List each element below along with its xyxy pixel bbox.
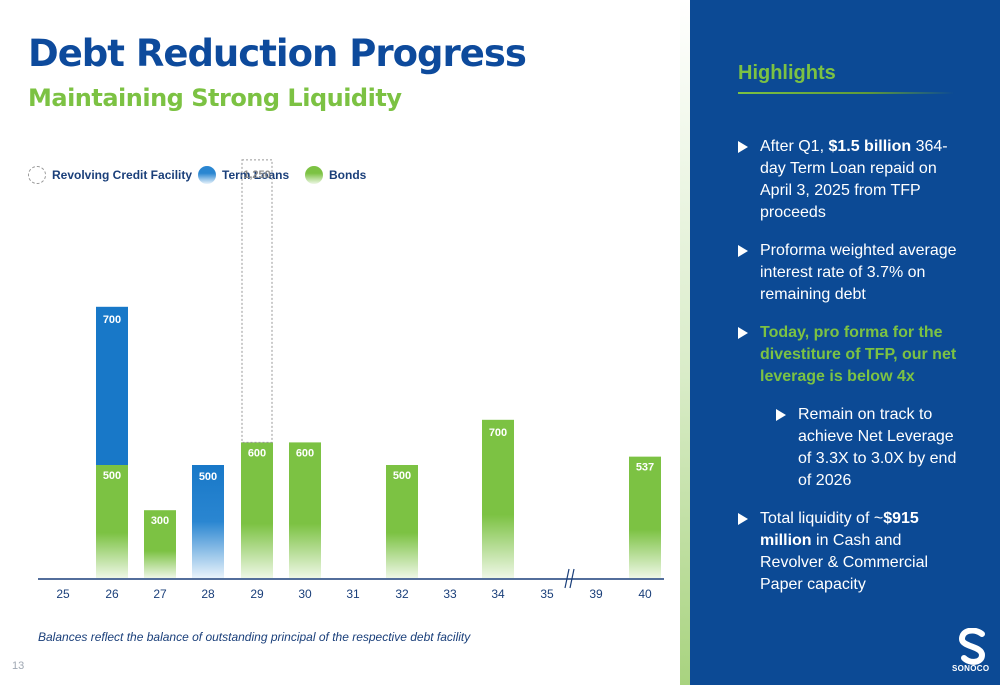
bar-bonds [241,442,273,578]
bar-term-loans [96,306,128,465]
highlight-leverage-target: Remain on track to achieve Net Leverage … [776,404,968,492]
legend-item-revolving: Revolving Credit Facility [28,166,192,184]
axis-break-icon [564,568,575,589]
page-number: 13 [12,660,25,672]
bar-bonds [482,419,514,578]
bar-value-label: 300 [151,515,169,527]
bar-bonds [289,442,321,578]
legend-item-bonds: Bonds [305,166,366,184]
bonds-swatch-icon [305,166,323,184]
bar-term-loans [192,465,224,578]
x-tick-label: 31 [346,587,360,601]
highlight-total-liquidity: Total liquidity of ~$915 million in Cash… [738,508,968,596]
highlights-list: After Q1, $1.5 billion 364-day Term Loan… [738,136,968,612]
term-loans-swatch-icon [198,166,216,184]
x-tick-label: 35 [540,587,554,601]
bar-value-label: 537 [636,462,654,474]
sonoco-s-logo-icon [958,628,986,665]
highlights-title: Highlights [738,62,836,84]
x-tick-label: 39 [589,587,603,601]
bar-bonds [144,510,176,578]
bar-value-label: 700 [489,427,507,439]
highlights-divider [738,92,954,94]
legend-label-bonds: Bonds [329,168,367,182]
bar-value-label: 600 [248,447,266,459]
x-tick-label: 34 [491,587,505,601]
x-tick-label: 29 [250,587,264,601]
x-tick-label: 32 [395,587,409,601]
page-title: Debt Reduction Progress [28,32,527,75]
x-tick-label: 25 [56,587,70,601]
accent-strip [680,0,690,685]
x-tick-label: 28 [201,587,215,601]
revolving-swatch-icon [28,166,46,184]
x-tick-label: 40 [638,587,652,601]
legend-label-revolving: Revolving Credit Facility [52,168,193,182]
sonoco-logo-text: SONOCO [952,664,990,673]
bar-value-label: 500 [103,470,121,482]
bar-value-label: 500 [199,471,217,483]
highlight-net-leverage: Today, pro forma for the divestiture of … [738,322,968,388]
bullet-arrow-icon [738,327,748,339]
bullet-arrow-icon [738,141,748,153]
bullet-arrow-icon [776,409,786,421]
highlight-interest-rate: Proforma weighted average interest rate … [738,240,968,306]
highlight-term-loan-repaid: After Q1, $1.5 billion 364-day Term Loan… [738,136,968,224]
bar-bonds [386,465,418,578]
chart-footnote: Balances reflect the balance of outstand… [38,630,471,644]
bar-value-label: 500 [393,470,411,482]
bar-value-label: 700 [103,314,121,326]
x-tick-label: 33 [443,587,457,601]
bar-bonds [629,456,661,578]
x-tick-label: 30 [298,587,312,601]
page-subtitle: Maintaining Strong Liquidity [28,84,402,112]
debt-maturity-chart: 500 700 300 500 600 1,250 600 500 700 537 25 26 27 2… [38,159,664,601]
x-tick-label: 27 [153,587,167,601]
bullet-arrow-icon [738,513,748,525]
bar-bonds [96,465,128,578]
bullet-arrow-icon [738,245,748,257]
highlights-panel: Highlights After Q1, $1.5 billion 364-da… [690,0,1000,685]
bar-revolving-credit-facility [241,159,273,443]
x-tick-label: 26 [105,587,119,601]
bar-value-label: 1,250 [243,169,271,181]
bar-value-label: 600 [296,447,314,459]
